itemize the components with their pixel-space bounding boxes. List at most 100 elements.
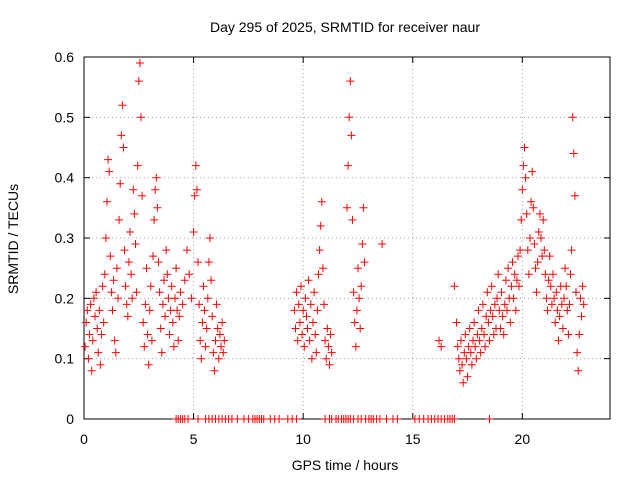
data-point (323, 324, 332, 333)
data-point (481, 342, 490, 351)
data-point (299, 306, 308, 315)
data-point (214, 354, 223, 363)
data-point (500, 300, 509, 309)
data-point (158, 300, 167, 309)
data-point (462, 354, 471, 363)
data-point (189, 228, 198, 236)
data-point (92, 288, 101, 297)
data-point (110, 336, 119, 345)
data-point (552, 288, 561, 297)
data-point (203, 294, 212, 303)
data-point (570, 191, 579, 200)
data-point (94, 348, 103, 357)
data-point (292, 415, 301, 423)
data-point (146, 282, 155, 291)
data-point (358, 240, 367, 248)
data-points (81, 59, 588, 423)
data-point (111, 348, 120, 357)
data-point (93, 324, 102, 333)
data-point (566, 270, 575, 279)
y-tick-label: 0.6 (55, 49, 75, 65)
data-point (507, 282, 516, 291)
data-point (574, 366, 583, 375)
data-point (196, 336, 205, 345)
data-point (314, 270, 323, 279)
data-point (150, 215, 159, 224)
data-point (542, 294, 551, 303)
data-point (453, 342, 462, 351)
data-point (84, 354, 93, 363)
data-point (530, 240, 539, 248)
data-point (577, 312, 586, 321)
data-point (88, 336, 97, 345)
data-point (463, 372, 472, 381)
y-tick-label: 0.3 (55, 230, 75, 246)
data-point (303, 324, 312, 333)
data-point (466, 348, 475, 357)
data-point (124, 258, 133, 267)
data-point (528, 167, 537, 176)
data-point (348, 215, 357, 224)
data-point (293, 336, 302, 345)
data-point (152, 173, 161, 182)
data-point (477, 324, 486, 333)
data-point (510, 270, 519, 279)
axis-ticks: 0 0.1 0.2 0.3 0.4 0.5 0.6 0 5 10 15 20 (55, 49, 610, 447)
data-point (157, 348, 166, 357)
data-point (194, 415, 202, 423)
data-point (470, 318, 479, 327)
data-point (514, 252, 522, 261)
data-point (486, 306, 495, 315)
y-tick-label: 0.5 (55, 109, 75, 125)
y-axis-label: SRMTID / TECUs (5, 184, 21, 294)
data-point (83, 306, 92, 315)
data-point (194, 258, 202, 267)
data-point (461, 330, 470, 339)
data-point (347, 131, 356, 140)
data-point (560, 294, 568, 303)
data-point (208, 312, 217, 321)
data-point (191, 161, 200, 170)
data-point (573, 348, 582, 357)
data-point (485, 415, 494, 423)
data-point (317, 197, 326, 206)
data-point (154, 258, 163, 267)
x-tick-label: 5 (190, 431, 198, 447)
data-point (475, 336, 484, 345)
data-point (578, 282, 587, 291)
data-point (534, 228, 543, 236)
data-point (517, 215, 526, 224)
data-point (121, 282, 130, 291)
data-point (163, 270, 172, 279)
data-point (497, 288, 506, 297)
data-point (97, 330, 106, 339)
data-point (350, 318, 359, 327)
data-point (533, 258, 542, 267)
data-point (305, 336, 314, 345)
data-point (526, 234, 534, 242)
data-point (547, 300, 556, 309)
data-point (535, 209, 544, 218)
data-point (156, 324, 165, 333)
data-point (313, 306, 322, 315)
data-point (135, 59, 144, 67)
data-point (144, 360, 153, 369)
data-point (151, 185, 160, 194)
data-point (199, 282, 208, 291)
data-point (437, 342, 446, 351)
data-point (187, 294, 196, 303)
data-point (458, 360, 467, 369)
data-point (117, 131, 126, 140)
data-point (178, 300, 187, 309)
data-point (360, 258, 369, 267)
data-point (476, 348, 485, 357)
data-point (532, 288, 541, 297)
data-point (192, 185, 201, 194)
data-point (106, 252, 115, 261)
data-point (457, 336, 465, 345)
data-point (213, 324, 222, 333)
data-point (300, 342, 309, 351)
data-point (508, 258, 517, 267)
data-point (494, 270, 503, 279)
x-tick-label: 10 (295, 431, 311, 447)
